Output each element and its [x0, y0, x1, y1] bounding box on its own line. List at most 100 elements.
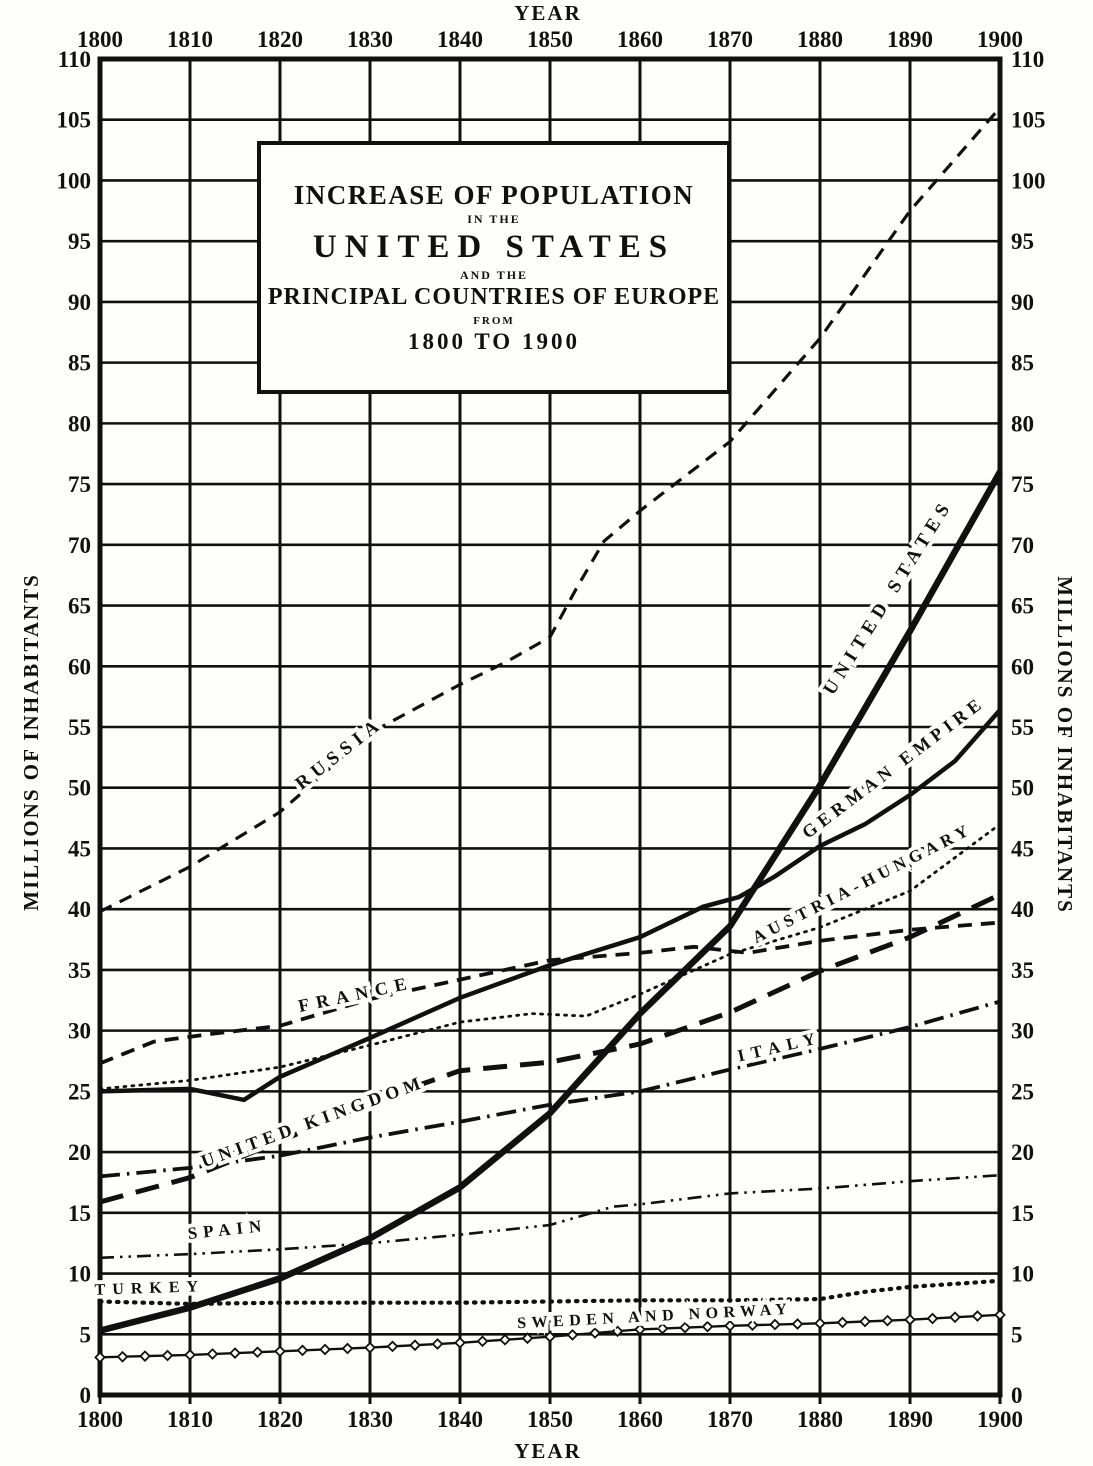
diamond-marker — [746, 1319, 759, 1332]
diamond-marker — [454, 1336, 466, 1349]
series-sweden-and-norway — [94, 1308, 1006, 1364]
right-axis-title: MILLIONS OF INHABITANTS — [1053, 576, 1077, 914]
diamond-marker — [656, 1322, 669, 1335]
series-label-france: FRANCE — [296, 972, 415, 1016]
diamond-marker — [184, 1349, 196, 1361]
series-spain — [99, 1173, 1001, 1260]
left-axis-title: MILLIONS OF INHABITANTS — [19, 573, 43, 911]
y-tick-label-right: 55 — [1011, 715, 1034, 740]
y-tick-label-right: 40 — [1011, 897, 1034, 922]
y-tick-label-left: 65 — [68, 594, 91, 619]
diamond-marker — [836, 1316, 849, 1329]
diamond-marker — [724, 1319, 736, 1332]
diamond-marker — [566, 1329, 579, 1341]
x-tick-label-top: 1830 — [347, 27, 393, 52]
y-tick-label-left: 75 — [68, 472, 91, 497]
diamond-marker — [296, 1344, 309, 1357]
y-tick-label-right: 15 — [1011, 1201, 1034, 1226]
x-tick-label-bottom: 1850 — [527, 1407, 573, 1432]
x-tick-label-bottom: 1810 — [167, 1407, 213, 1432]
x-tick-label-top: 1810 — [167, 27, 213, 52]
x-tick-label-bottom: 1860 — [617, 1407, 663, 1432]
y-tick-label-left: 20 — [68, 1140, 91, 1165]
diamond-marker — [611, 1325, 624, 1338]
x-tick-label-top: 1890 — [887, 27, 933, 52]
x-tick-label-bottom: 1820 — [257, 1407, 303, 1432]
y-tick-label-left: 70 — [68, 533, 91, 558]
y-tick-label-right: 75 — [1011, 472, 1034, 497]
y-tick-label-left: 85 — [68, 351, 91, 376]
y-tick-label-right: 60 — [1011, 654, 1034, 679]
diamond-marker — [881, 1314, 894, 1327]
diamond-marker — [229, 1347, 241, 1359]
series-label-german-empire: GERMAN EMPIRE — [798, 692, 989, 842]
series-line — [99, 708, 1002, 1103]
series-france — [99, 920, 1001, 1066]
title-line-5: PRINCIPAL COUNTRIES OF EUROPE — [267, 283, 721, 310]
x-tick-label-top: 1900 — [977, 27, 1023, 52]
title-line-2: IN THE — [467, 212, 521, 227]
y-tick-label-right: 0 — [1011, 1383, 1023, 1408]
bottom-axis-title: YEAR — [514, 1439, 582, 1463]
diamond-marker — [161, 1349, 174, 1362]
series-line — [98, 822, 1002, 1091]
y-tick-label-left: 25 — [68, 1079, 91, 1104]
y-tick-label-right: 25 — [1011, 1079, 1034, 1104]
y-tick-label-left: 35 — [68, 958, 91, 983]
x-tick-label-top: 1850 — [527, 27, 573, 52]
diamond-marker — [544, 1330, 556, 1343]
series-german-empire — [99, 708, 1002, 1103]
series-line — [99, 892, 1002, 1205]
series-line — [99, 470, 1003, 1334]
axis-tick-labels: 1800 1800 1810 1810 1820 1820 1830 1830 1840 1840… — [57, 27, 1046, 1432]
x-tick-label-top: 1870 — [707, 27, 753, 52]
title-line-6: FROM — [473, 315, 515, 328]
diamond-marker — [679, 1321, 691, 1334]
diamond-marker — [701, 1320, 714, 1333]
diamond-marker — [994, 1308, 1006, 1321]
series-line — [99, 920, 1001, 1066]
title-line-4: AND THE — [459, 267, 529, 282]
y-tick-label-left: 5 — [80, 1322, 92, 1347]
y-tick-label-left: 30 — [68, 1019, 91, 1044]
y-tick-label-right: 105 — [1011, 108, 1046, 133]
y-tick-label-left: 55 — [68, 715, 91, 740]
x-tick-label-top: 1860 — [617, 27, 663, 52]
y-tick-label-left: 80 — [68, 411, 91, 436]
series-united-states — [99, 470, 1003, 1334]
y-tick-label-right: 65 — [1011, 594, 1034, 619]
y-tick-label-left: 95 — [68, 229, 91, 254]
title-line-3: UNITED STATES — [312, 228, 676, 265]
diamond-marker — [139, 1350, 151, 1363]
y-tick-label-left: 10 — [68, 1262, 91, 1287]
diamond-marker — [499, 1333, 511, 1346]
diamond-marker — [206, 1348, 219, 1360]
x-tick-label-bottom: 1800 — [77, 1407, 123, 1432]
plot-border — [97, 56, 1003, 1398]
y-tick-label-left: 50 — [68, 776, 91, 801]
title-line-1: INCREASE OF POPULATION — [293, 180, 695, 211]
series-austria-hungary — [98, 822, 1002, 1091]
y-tick-label-left: 0 — [80, 1383, 92, 1408]
y-tick-label-right: 85 — [1011, 351, 1034, 376]
y-tick-label-right: 95 — [1011, 229, 1034, 254]
diamond-marker — [521, 1332, 534, 1345]
series-line — [99, 999, 1001, 1179]
series-line — [99, 106, 1002, 914]
diamond-marker — [251, 1346, 264, 1359]
diamond-marker — [364, 1341, 376, 1354]
y-tick-label-left: 15 — [68, 1201, 91, 1226]
diamond-marker — [116, 1350, 129, 1363]
y-tick-label-left: 90 — [68, 290, 91, 315]
diamond-marker — [274, 1345, 286, 1358]
x-tick-label-bottom: 1830 — [347, 1407, 393, 1432]
x-tick-label-bottom: 1890 — [887, 1407, 933, 1432]
x-tick-label-bottom: 1870 — [707, 1407, 753, 1432]
series-label-united-kingdom: UNITED KINGDOM — [198, 1072, 427, 1172]
diamond-marker — [926, 1312, 939, 1325]
diamond-marker — [814, 1317, 826, 1330]
y-tick-label-right: 30 — [1011, 1019, 1034, 1044]
chart-title-box: INCREASE OF POPULATION IN THE UNITED STA… — [257, 141, 731, 394]
title-line-7: 1800 TO 1900 — [408, 329, 580, 355]
series-united-kingdom — [99, 892, 1002, 1205]
